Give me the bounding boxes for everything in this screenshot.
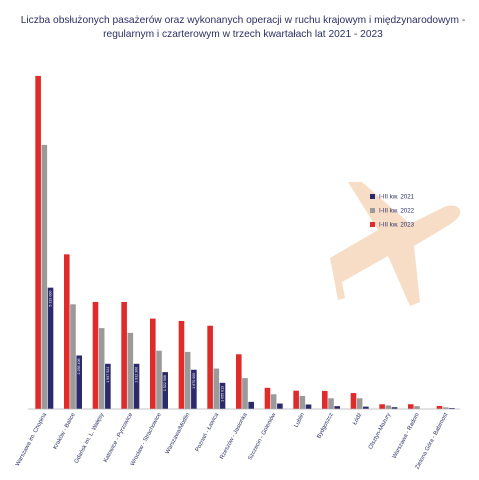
bar-1-1 xyxy=(76,355,82,409)
bar-2-4 xyxy=(156,350,162,409)
bar-1-14 xyxy=(449,408,455,409)
bar-2-8 xyxy=(270,394,277,409)
x-tick-label: Warszawa/Modlin xyxy=(165,412,192,455)
x-tick-label: Kraków - Balice xyxy=(53,412,77,450)
legend-swatch xyxy=(370,194,375,199)
bar-3-14 xyxy=(436,405,443,409)
bar-3-5 xyxy=(178,320,185,409)
bar-3-2 xyxy=(92,301,99,409)
x-tick-label: Bydgoszcz xyxy=(316,412,335,440)
bar-2-2 xyxy=(98,328,105,409)
airplane-icon xyxy=(330,182,461,306)
bar-2-6 xyxy=(213,368,220,409)
legend-swatch xyxy=(370,208,375,213)
x-tick-labels-group: Warszawa im. Chopina Kraków - BaliceGdańs… xyxy=(15,411,450,470)
bar-data-label: 1 522 006 xyxy=(163,375,167,391)
legend-label: I-III kw. 2022 xyxy=(379,208,415,215)
legend-label: I-III kw. 2021 xyxy=(379,194,415,201)
chart-title-line-2: regularnym i czarterowym w trzech kwarta… xyxy=(103,29,383,40)
bar-3-8 xyxy=(264,387,271,409)
x-tick-label: Poznań - Ławica xyxy=(195,411,221,452)
bar-data-label: 1 912 360 xyxy=(134,367,138,383)
bars-group xyxy=(35,75,455,410)
bar-1-11 xyxy=(363,406,369,409)
x-tick-label: Warszawa im. Chopina xyxy=(15,411,49,467)
bar-3-1 xyxy=(64,254,70,409)
chart-title: Liczba obsłużonych pasażerów oraz wykona… xyxy=(18,14,468,42)
bar-2-0 xyxy=(41,144,48,409)
bar-1-0 xyxy=(47,287,54,409)
bar-3-7 xyxy=(236,354,242,409)
bar-labels-group: 5 133 000 2 258 406 1 937 524 1 912 360 1 52… xyxy=(48,291,224,402)
bar-1-9 xyxy=(305,404,312,409)
bar-data-label: 1 670 000 xyxy=(192,373,196,389)
x-tick-label: Olsztyn-Mazury xyxy=(368,412,392,450)
x-tick-label: Rzeszów - Jasionka xyxy=(219,411,249,460)
bar-2-14 xyxy=(442,407,449,409)
bar-data-label: 2 258 406 xyxy=(77,358,81,374)
chart-title-line-1: Liczba obsłużonych pasażerów oraz wykona… xyxy=(20,15,466,26)
bar-2-12 xyxy=(385,405,392,409)
bar-1-2 xyxy=(105,363,111,409)
bar-3-10 xyxy=(322,390,328,409)
legend-label: I-III kw. 2023 xyxy=(379,222,415,229)
bar-2-11 xyxy=(356,398,363,409)
x-tick-label: Lublin xyxy=(294,412,307,428)
bar-3-12 xyxy=(379,404,385,409)
bar-1-3 xyxy=(133,363,140,409)
bar-3-9 xyxy=(293,390,299,409)
bar-1-8 xyxy=(277,403,283,409)
x-tick-label: Warszawa - Radom xyxy=(392,412,421,460)
bar-1-5 xyxy=(191,369,197,409)
x-tick-label: Katowice - Pyrzowice xyxy=(103,412,134,463)
bar-2-13 xyxy=(414,406,420,409)
x-tick-label: Łódź xyxy=(352,412,363,426)
bar-2-10 xyxy=(328,398,334,409)
bar-2-3 xyxy=(127,332,134,409)
x-tick-label: Szczecin - Goleniów xyxy=(247,411,277,461)
legend: I-III kw. 2021 I-III kw. 2022 I-III kw. 20… xyxy=(370,194,415,229)
bar-1-7 xyxy=(248,401,254,409)
bar-2-1 xyxy=(70,304,76,409)
bar-3-4 xyxy=(150,318,156,409)
bar-data-label: 1 055 013 xyxy=(220,386,224,402)
bar-3-13 xyxy=(408,404,414,409)
bar-1-6 xyxy=(219,382,226,409)
bar-3-0 xyxy=(35,75,41,410)
x-tick-label: Wrocław - Strachowice xyxy=(130,412,163,467)
bar-3-3 xyxy=(121,301,127,409)
bar-1-12 xyxy=(391,407,398,409)
x-tick-label: Gdańsk im. L. Wałęsy xyxy=(74,412,106,464)
airplane-watermark-shape xyxy=(330,182,461,306)
bar-3-11 xyxy=(350,393,357,409)
bar-3-6 xyxy=(207,325,213,409)
bar-1-10 xyxy=(334,406,340,409)
bar-data-label: 5 133 000 xyxy=(48,291,52,307)
bar-data-label: 1 937 524 xyxy=(106,367,110,383)
bar-1-4 xyxy=(162,372,168,409)
bar-2-7 xyxy=(242,378,248,409)
bar-2-9 xyxy=(299,395,306,409)
x-tick-label: Zielona Góra - Babimost xyxy=(415,412,450,471)
legend-swatch xyxy=(370,222,375,227)
bar-2-5 xyxy=(184,351,191,409)
